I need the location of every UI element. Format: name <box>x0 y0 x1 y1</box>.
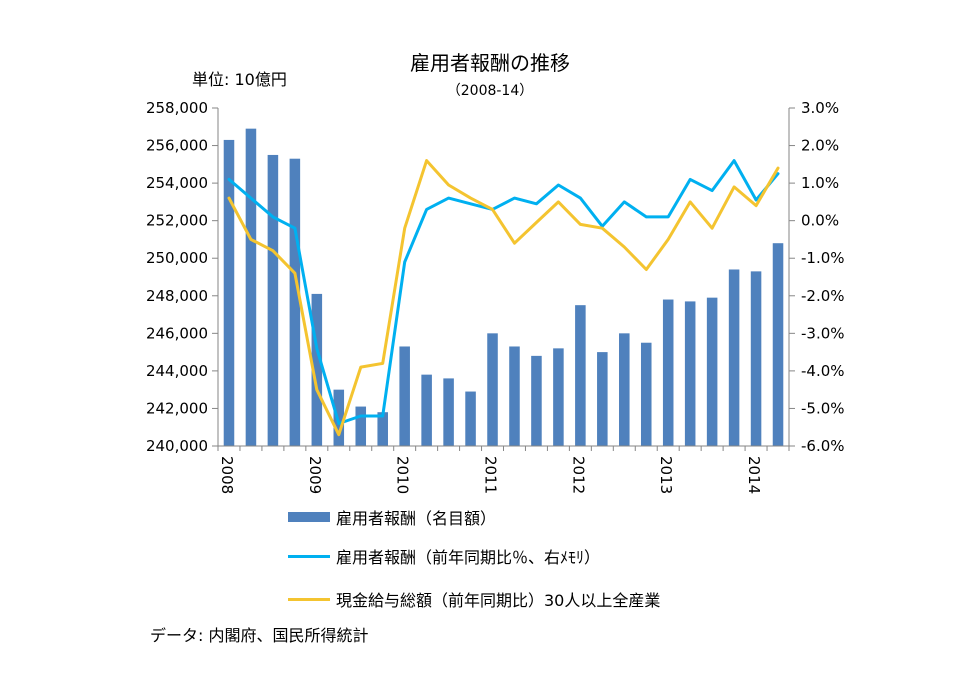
x-tick-label: 2011 <box>482 456 500 494</box>
lines-layer <box>227 159 780 437</box>
legend-label: 雇用者報酬（前年同期比％、右ﾒﾓﾘ） <box>336 548 601 567</box>
y-right-tick-label: -3.0% <box>801 324 845 342</box>
bar <box>640 342 652 446</box>
bar <box>399 346 410 446</box>
bar <box>421 374 432 446</box>
bar <box>245 128 257 446</box>
y-left-tick-label: 256,000 <box>146 137 208 155</box>
bar <box>289 158 301 446</box>
bar <box>706 297 718 446</box>
y-right-tick-label: 1.0% <box>801 174 839 192</box>
bar <box>597 352 608 446</box>
legend-item-cash-earnings-yoy: 現金給与総額（前年同期比）30人以上全産業 <box>288 587 660 611</box>
x-tick-label: 2012 <box>569 456 587 494</box>
bar <box>553 348 564 446</box>
axes-layer: 240,000 242,000 244,000 246,000 248,000 250,0… <box>146 99 845 494</box>
bar <box>443 378 454 446</box>
bar <box>531 355 542 446</box>
y-right-tick-label: -5.0% <box>801 399 845 417</box>
x-tick-label: 2009 <box>306 456 324 494</box>
bar <box>377 412 388 446</box>
y-right-tick-label: 2.0% <box>801 137 839 155</box>
y-right-tick-label: -6.0% <box>801 437 845 455</box>
bar <box>662 299 674 446</box>
legend-label: 雇用者報酬（名目額） <box>336 509 497 528</box>
bar <box>267 154 279 446</box>
legend-item-compensation-nominal: 雇用者報酬（名目額） <box>288 505 496 529</box>
bar <box>509 346 520 446</box>
legend-swatch-line <box>288 554 330 558</box>
source-note: データ: 内閣府、国民所得統計 <box>150 626 369 645</box>
series-line-1 <box>227 159 780 425</box>
y-right-tick-label: 3.0% <box>801 99 839 117</box>
legend-label: 現金給与総額（前年同期比）30人以上全産業 <box>336 591 661 610</box>
bar <box>355 406 367 446</box>
bar <box>750 271 762 446</box>
y-left-tick-label: 244,000 <box>146 362 208 380</box>
x-tick-label: 2008 <box>218 456 236 494</box>
x-tick-label: 2014 <box>745 456 763 494</box>
bar <box>487 333 498 446</box>
y-right-tick-label: 0.0% <box>801 212 839 230</box>
y-right-tick-label: -4.0% <box>801 362 845 380</box>
y-right-tick-label: -2.0% <box>801 287 845 305</box>
y-left-tick-label: 242,000 <box>146 399 208 417</box>
bar <box>619 333 630 446</box>
y-left-tick-label: 248,000 <box>146 287 208 305</box>
legend-item-compensation-yoy: 雇用者報酬（前年同期比％、右ﾒﾓﾘ） <box>288 544 600 568</box>
y-right-tick-label: -1.0% <box>801 249 845 267</box>
bar <box>223 139 235 446</box>
unit-label: 単位: 10億円 <box>192 70 287 89</box>
bar <box>684 301 696 446</box>
bar <box>575 305 586 446</box>
bar <box>772 243 784 446</box>
x-tick-label: 2010 <box>394 456 412 494</box>
legend-swatch-line <box>288 597 330 601</box>
y-left-tick-label: 250,000 <box>146 249 208 267</box>
y-left-tick-label: 258,000 <box>146 99 208 117</box>
chart-subtitle: （2008-14） <box>446 83 534 99</box>
bar <box>311 293 323 446</box>
bars-layer <box>223 128 784 446</box>
y-left-tick-label: 240,000 <box>146 437 208 455</box>
bar <box>465 391 476 446</box>
chart-title: 雇用者報酬の推移 <box>410 51 570 75</box>
y-left-tick-label: 246,000 <box>146 324 208 342</box>
legend-swatch-bar <box>288 512 330 522</box>
x-tick-label: 2013 <box>657 456 675 494</box>
bar <box>728 269 740 446</box>
series-line-2 <box>227 159 780 437</box>
bar <box>333 389 345 446</box>
y-left-tick-label: 254,000 <box>146 174 208 192</box>
y-left-tick-label: 252,000 <box>146 212 208 230</box>
